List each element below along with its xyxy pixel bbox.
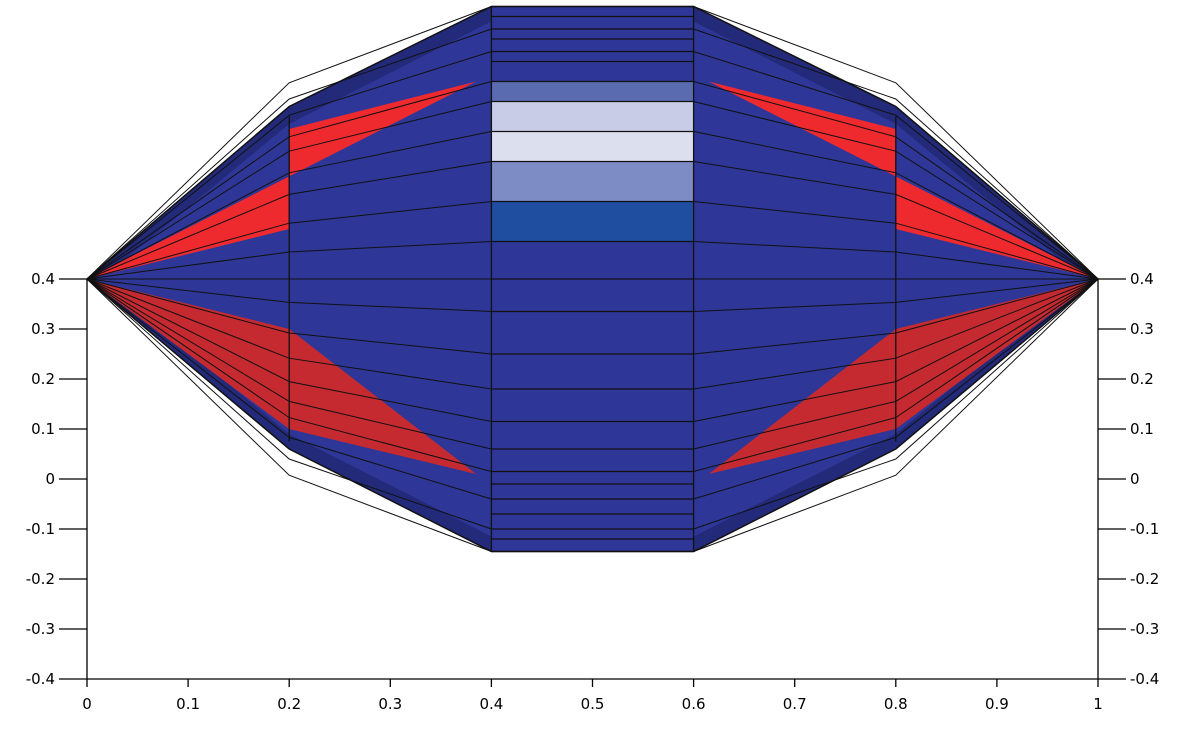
y-tick-label-left: 0.1 bbox=[31, 420, 55, 438]
x-tick-label: 0.6 bbox=[682, 695, 706, 713]
y-tick-label-right: 0 bbox=[1130, 470, 1140, 488]
x-tick-label: 0.2 bbox=[277, 695, 301, 713]
y-tick-label-left: -0.1 bbox=[26, 520, 55, 538]
fan-line-left-17 bbox=[86, 278, 492, 530]
fan-line-right-2 bbox=[693, 51, 1099, 280]
x-tick-label: 0.8 bbox=[884, 695, 908, 713]
red-region-0 bbox=[87, 81, 477, 279]
fan-line-left-1 bbox=[86, 28, 492, 280]
y-tick-label-right: 0.1 bbox=[1130, 420, 1154, 438]
y-tick-label-left: -0.2 bbox=[26, 570, 55, 588]
fan-line-left-2 bbox=[86, 51, 492, 280]
y-tick-label-right: 0.4 bbox=[1130, 270, 1154, 288]
mesh-rim-1 bbox=[693, 6, 1098, 279]
y-tick-label-left: -0.4 bbox=[26, 670, 55, 688]
x-tick-label: 1 bbox=[1093, 695, 1103, 713]
y-tick-label-right: -0.1 bbox=[1130, 520, 1159, 538]
y-tick-label-right: -0.3 bbox=[1130, 620, 1159, 638]
y-tick-label-right: 0.2 bbox=[1130, 370, 1154, 388]
fan-line-right-17 bbox=[693, 278, 1099, 530]
y-tick-label-right: -0.2 bbox=[1130, 570, 1159, 588]
red-region-1 bbox=[87, 279, 477, 474]
center-band-1 bbox=[491, 101, 694, 132]
x-tick-label: 0 bbox=[82, 695, 92, 713]
fan-line-left-18 bbox=[86, 278, 492, 552]
y-tick-label-left: -0.3 bbox=[26, 620, 55, 638]
center-band-4 bbox=[491, 201, 694, 242]
y-tick-label-left: 0.2 bbox=[31, 370, 55, 388]
fan-line-right-0 bbox=[693, 6, 1099, 280]
x-tick-label: 0.5 bbox=[581, 695, 605, 713]
red-region-2 bbox=[708, 81, 1098, 279]
fan-line-right-18 bbox=[693, 278, 1099, 552]
x-tick-label: 0.9 bbox=[985, 695, 1009, 713]
y-tick-label-left: 0.3 bbox=[31, 320, 55, 338]
x-tick-label: 0.7 bbox=[783, 695, 807, 713]
center-band-3 bbox=[491, 161, 694, 202]
center-band-0 bbox=[491, 81, 694, 102]
x-tick-label: 0.4 bbox=[479, 695, 503, 713]
axes: 0 0.1 0.2 0.3 0.4 0.5 0.6 0.7 0.8 0.9 1 -0.4 -0.4 -0.… bbox=[26, 270, 1160, 713]
y-tick-label-left: 0 bbox=[45, 470, 55, 488]
fan-line-right-1 bbox=[693, 28, 1099, 280]
fan-line-left-0 bbox=[86, 6, 492, 280]
plot-area bbox=[85, 5, 1100, 553]
red-region-3 bbox=[708, 279, 1098, 474]
y-tick-label-left: 0.4 bbox=[31, 270, 55, 288]
center-band-2 bbox=[491, 131, 694, 162]
y-tick-label-right: 0.3 bbox=[1130, 320, 1154, 338]
x-tick-label: 0.1 bbox=[176, 695, 200, 713]
mesh-rim-0 bbox=[87, 6, 492, 279]
y-tick-label-right: -0.4 bbox=[1130, 670, 1159, 688]
x-tick-label: 0.3 bbox=[378, 695, 402, 713]
